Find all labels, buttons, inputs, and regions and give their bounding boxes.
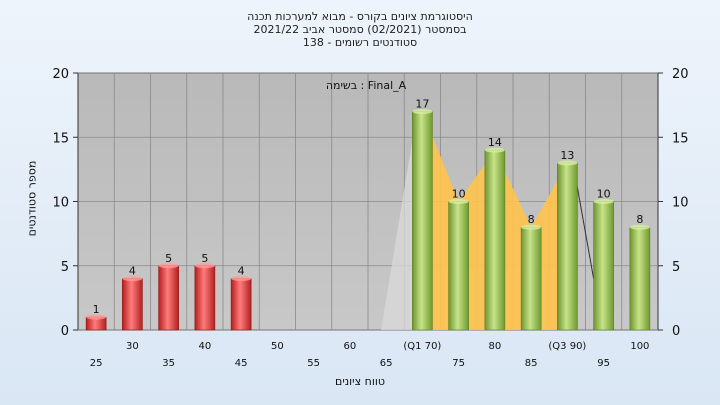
bar-100 — [629, 226, 651, 331]
value-label: 8 — [528, 213, 535, 226]
chart-title-line-3: סטודנטים רשומים - 138 — [302, 36, 418, 49]
bar-cap — [412, 109, 433, 115]
y-tick-label-left: 0 — [61, 324, 69, 339]
bar-cap — [557, 160, 578, 166]
value-label: 8 — [636, 213, 643, 226]
value-label: 1 — [93, 303, 100, 316]
x-tick-label: 100 — [630, 341, 649, 352]
bar-85 — [520, 226, 542, 331]
bar-cap — [629, 224, 650, 230]
x-tick-label: 30 — [126, 341, 139, 352]
value-label: 13 — [560, 149, 574, 162]
value-label: 4 — [129, 265, 136, 278]
x-tick-label: 40 — [199, 341, 212, 352]
bar-95 — [593, 201, 614, 331]
bar-(Q3 90) — [557, 162, 578, 331]
value-label: 17 — [415, 98, 429, 111]
bar-75 — [448, 201, 469, 331]
y-tick-label-right: 0 — [672, 324, 680, 339]
y-tick-label-right: 5 — [672, 260, 680, 275]
chart-title-line-2: בסמסטר (02/2021) סמסטר אביב 2021/22 — [253, 23, 467, 36]
bar-80 — [484, 149, 506, 331]
value-label: 10 — [452, 188, 466, 201]
x-tick-label: (Q1 70) — [403, 341, 441, 352]
bar-cap — [122, 276, 143, 282]
value-label: 10 — [597, 188, 611, 201]
x-tick-label: 85 — [525, 358, 538, 369]
x-tick-label: 35 — [162, 358, 175, 369]
bar-cap — [231, 276, 252, 282]
y-tick-label-left: 20 — [52, 67, 69, 82]
bar-40 — [194, 265, 216, 331]
bar-cap — [158, 263, 179, 269]
bar-cap — [448, 199, 469, 204]
x-tick-label: 95 — [597, 358, 610, 369]
x-tick-label: 80 — [489, 341, 502, 352]
x-tick-label: 75 — [452, 358, 465, 369]
value-label: 5 — [165, 252, 172, 265]
y-tick-label-right: 20 — [672, 67, 689, 82]
x-tick-label: 45 — [235, 358, 248, 369]
value-label: 5 — [201, 252, 208, 265]
distribution-wedge — [381, 115, 417, 330]
bar-45 — [230, 278, 252, 331]
bar-cap — [593, 199, 614, 204]
x-tick-label: 50 — [271, 341, 284, 352]
x-tick-label: 60 — [344, 341, 357, 352]
bar-35 — [158, 265, 179, 331]
y-tick-label-right: 15 — [672, 131, 689, 146]
bar-cap — [484, 147, 505, 153]
x-tick-label: 55 — [307, 358, 320, 369]
bar-cap — [194, 263, 215, 269]
y-tick-label-left: 5 — [61, 260, 69, 275]
chart-title-line-1: היסטוגרמת ציונים בקורס - מבוא למערכות תכ… — [247, 10, 473, 23]
bar-cap — [521, 224, 542, 230]
x-tick-label: (Q3 90) — [548, 341, 586, 352]
x-tick-label: 25 — [90, 358, 103, 369]
y-tick-label-left: 10 — [52, 196, 69, 211]
bar-(Q1 70) — [412, 111, 433, 331]
value-label: 14 — [488, 136, 502, 149]
value-label: 4 — [238, 265, 245, 278]
bar-cap — [86, 314, 107, 320]
bar-30 — [122, 278, 143, 331]
x-axis-label: טווח ציונים — [335, 375, 385, 388]
annotation-text: בשימה : Final_A — [326, 79, 407, 92]
y-tick-label-left: 15 — [52, 131, 69, 146]
y-tick-label-right: 10 — [672, 196, 689, 211]
x-tick-label: 65 — [380, 358, 393, 369]
